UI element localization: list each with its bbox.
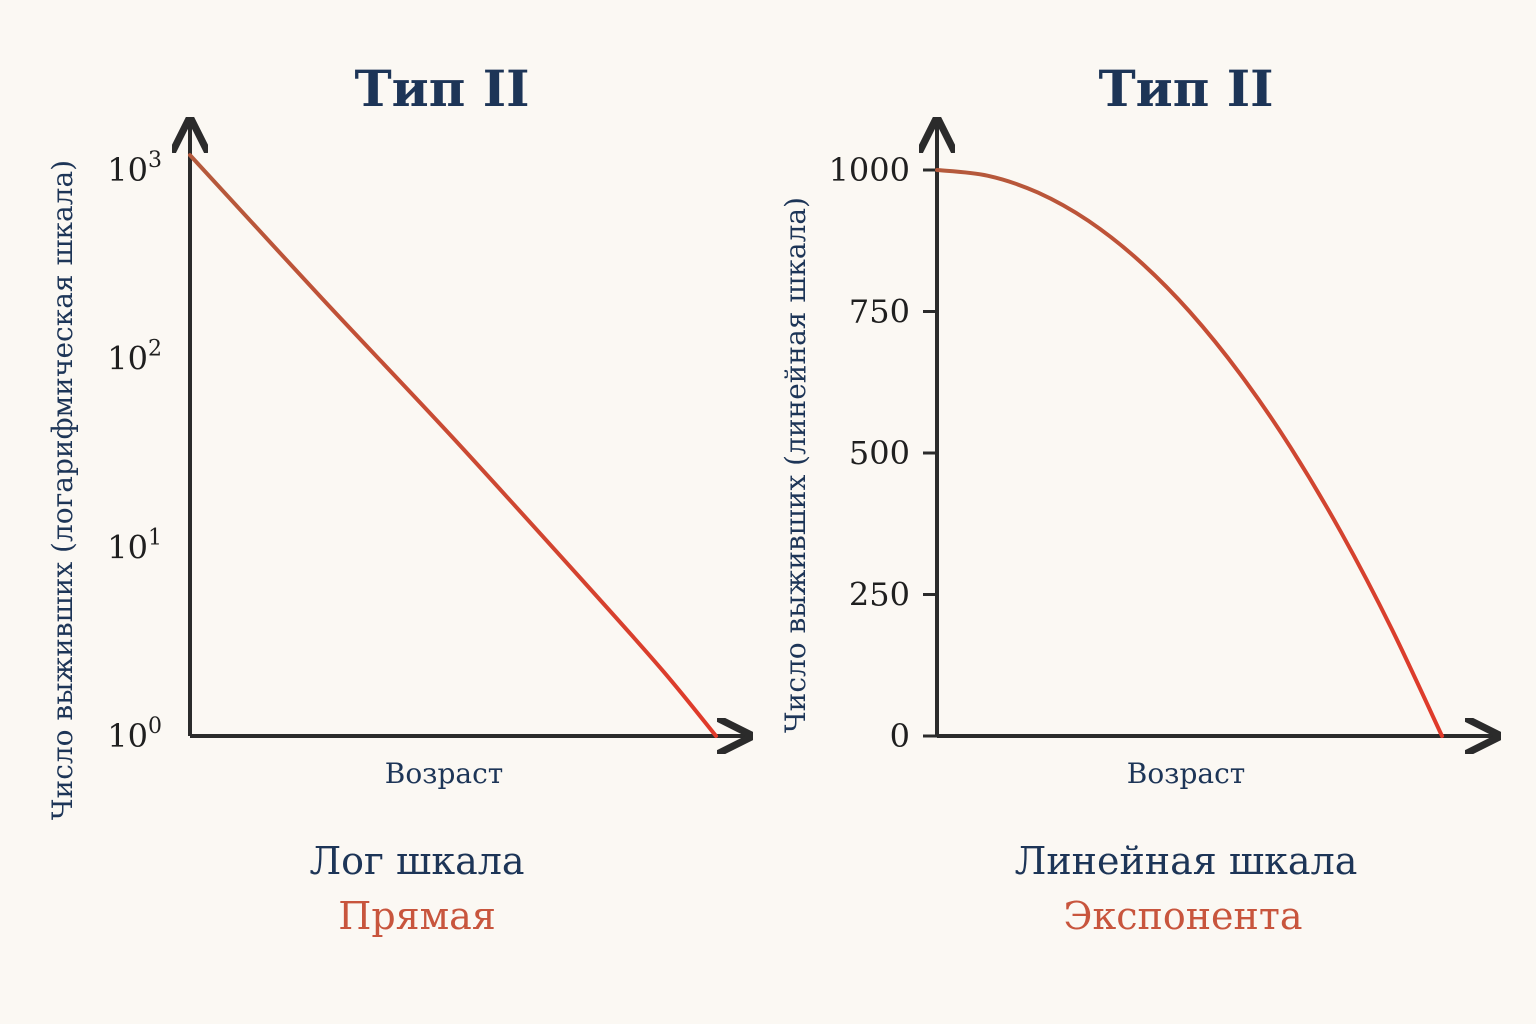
y-tick-label: 750 <box>849 293 910 331</box>
y-tick-label: 102 <box>107 337 162 378</box>
chart-title: Тип II <box>354 59 529 118</box>
y-tick-label: 500 <box>849 434 910 472</box>
y-tick-label: 1000 <box>829 151 910 189</box>
y-tick-labels: 100 101 102 103 <box>107 148 162 755</box>
caption-scale: Лог шкала <box>309 839 524 883</box>
caption-scale: Линейная шкала <box>1015 839 1358 883</box>
y-tick-label: 103 <box>107 148 162 189</box>
caption-shape: Экспонента <box>1063 894 1302 938</box>
y-axis-label: Число выживших (линейная шкала) <box>779 197 812 733</box>
chart-log-scale: Тип II 100 101 102 103 Возраст Число выживш… <box>46 59 746 938</box>
chart-linear-scale: Тип II 0 250 500 750 1000 Возраст Число выжи… <box>779 59 1494 938</box>
y-tick-label: 101 <box>107 525 162 566</box>
x-axis-label: Возраст <box>385 757 504 790</box>
survival-curve <box>188 153 718 738</box>
y-tick-label: 0 <box>890 717 910 755</box>
survival-curve <box>935 168 1444 738</box>
chart-title: Тип II <box>1098 59 1273 118</box>
y-tick-labels: 0 250 500 750 1000 <box>829 151 937 755</box>
y-tick-label: 250 <box>849 576 910 614</box>
y-tick-label: 100 <box>107 714 162 755</box>
x-axis-label: Возраст <box>1127 757 1246 790</box>
y-axis-label: Число выживших (логарифмическая шкала) <box>46 160 79 820</box>
caption-shape: Прямая <box>338 894 496 938</box>
